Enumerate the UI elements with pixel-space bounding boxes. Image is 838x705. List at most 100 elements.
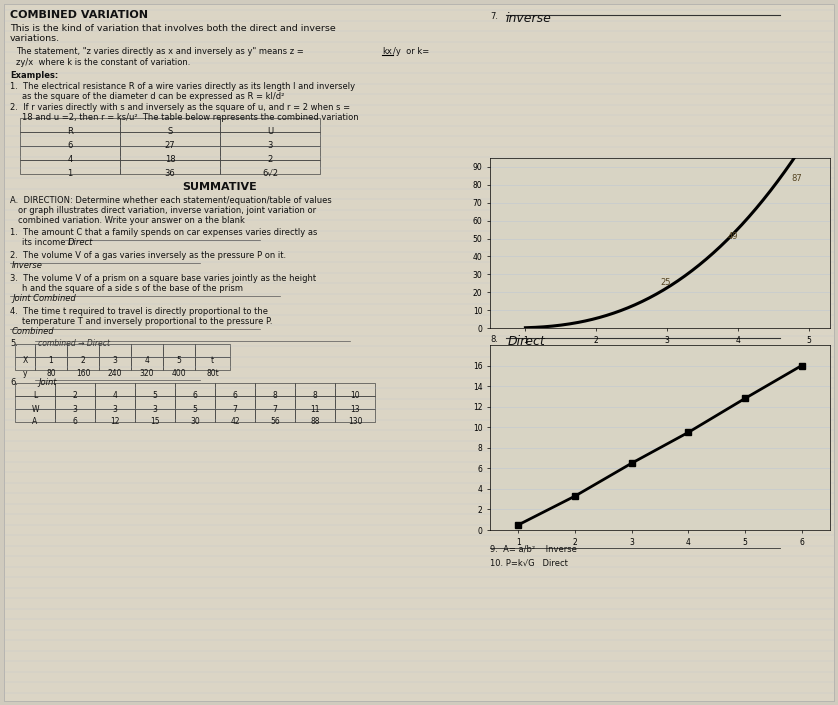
Text: variations.: variations.: [10, 34, 60, 43]
Bar: [220, 118, 320, 132]
Text: t: t: [211, 356, 214, 365]
Text: Direct: Direct: [68, 238, 93, 247]
Text: A.  DIRECTION: Determine whether each statement/equation/table of values: A. DIRECTION: Determine whether each sta…: [10, 196, 332, 205]
Bar: [255, 383, 295, 396]
Text: 5.: 5.: [10, 339, 18, 348]
Text: X: X: [23, 356, 28, 365]
Text: 4: 4: [145, 356, 149, 365]
Bar: [295, 409, 335, 422]
Text: 1.  The amount C that a family spends on car expenses varies directly as: 1. The amount C that a family spends on …: [10, 228, 318, 237]
Text: Direct: Direct: [508, 335, 546, 348]
Bar: [15, 396, 55, 409]
Text: 6: 6: [67, 141, 73, 150]
Bar: [99, 344, 131, 357]
Bar: [35, 344, 67, 357]
Text: temperature T and inversely proportional to the pressure P.: temperature T and inversely proportional…: [22, 317, 272, 326]
Text: Combined: Combined: [12, 327, 54, 336]
Bar: [135, 396, 175, 409]
Bar: [95, 396, 135, 409]
Bar: [67, 357, 99, 370]
Bar: [220, 132, 320, 146]
Text: 8: 8: [313, 391, 318, 400]
Text: S: S: [168, 127, 173, 136]
Text: 6: 6: [73, 417, 77, 427]
Bar: [255, 409, 295, 422]
Text: Joint: Joint: [38, 378, 56, 387]
Text: zy/x  where k is the constant of variation.: zy/x where k is the constant of variatio…: [16, 58, 190, 67]
Text: combined → Direct: combined → Direct: [38, 339, 110, 348]
Text: 7: 7: [272, 405, 277, 414]
Text: 5: 5: [153, 391, 158, 400]
Bar: [55, 383, 95, 396]
Bar: [120, 160, 220, 174]
Bar: [175, 409, 215, 422]
Bar: [295, 383, 335, 396]
Text: Joint Combined: Joint Combined: [12, 294, 75, 303]
Text: 36: 36: [164, 169, 175, 178]
Bar: [220, 146, 320, 160]
Text: y: y: [23, 369, 28, 378]
Text: 1: 1: [67, 169, 73, 178]
Text: 6: 6: [233, 391, 237, 400]
Text: 4.  The time t required to travel is directly proportional to the: 4. The time t required to travel is dire…: [10, 307, 268, 316]
Text: Examples:: Examples:: [10, 71, 59, 80]
Bar: [295, 396, 335, 409]
Bar: [220, 160, 320, 174]
Text: 320: 320: [140, 369, 154, 378]
Text: 400: 400: [172, 369, 186, 378]
Text: 3.  The volume V of a prism on a square base varies jointly as the height: 3. The volume V of a prism on a square b…: [10, 274, 316, 283]
Bar: [95, 383, 135, 396]
Bar: [20, 132, 120, 146]
Text: 240: 240: [108, 369, 122, 378]
Bar: [255, 396, 295, 409]
Text: 160: 160: [75, 369, 91, 378]
Text: This is the kind of variation that involves both the direct and inverse: This is the kind of variation that invol…: [10, 24, 336, 33]
Bar: [120, 132, 220, 146]
Text: /y  or k=: /y or k=: [393, 47, 429, 56]
Text: The statement, "z varies directly as x and inversely as y" means z =: The statement, "z varies directly as x a…: [16, 47, 303, 56]
Text: its income I.: its income I.: [22, 238, 73, 247]
Text: 42: 42: [230, 417, 240, 427]
Text: 80: 80: [46, 369, 56, 378]
Bar: [135, 383, 175, 396]
Text: 3: 3: [112, 405, 117, 414]
Text: Inverse: Inverse: [12, 261, 43, 270]
Bar: [55, 409, 95, 422]
Text: 88: 88: [310, 417, 320, 427]
Bar: [20, 160, 120, 174]
Text: 6.: 6.: [10, 378, 18, 387]
Bar: [20, 118, 120, 132]
Bar: [215, 396, 255, 409]
Bar: [15, 409, 55, 422]
Text: 49: 49: [727, 231, 737, 240]
Bar: [131, 357, 163, 370]
Text: or graph illustrates direct variation, inverse variation, joint variation or: or graph illustrates direct variation, i…: [18, 206, 316, 215]
Text: 3: 3: [267, 141, 272, 150]
Text: A: A: [33, 417, 38, 427]
Bar: [20, 146, 120, 160]
Bar: [335, 383, 375, 396]
Bar: [99, 357, 131, 370]
Text: 87: 87: [791, 174, 802, 183]
Bar: [120, 146, 220, 160]
Bar: [135, 409, 175, 422]
Text: 2: 2: [80, 356, 85, 365]
Text: h and the square of a side s of the base of the prism: h and the square of a side s of the base…: [22, 284, 243, 293]
Text: 6: 6: [193, 391, 198, 400]
Bar: [175, 383, 215, 396]
Bar: [95, 409, 135, 422]
Text: L: L: [33, 391, 37, 400]
Text: 12: 12: [111, 417, 120, 427]
Text: 4: 4: [67, 155, 73, 164]
Bar: [195, 357, 230, 370]
Text: 4: 4: [112, 391, 117, 400]
Text: 8: 8: [272, 391, 277, 400]
Text: 56: 56: [270, 417, 280, 427]
Text: 3: 3: [112, 356, 117, 365]
Text: 5: 5: [177, 356, 182, 365]
Text: 3: 3: [153, 405, 158, 414]
Bar: [120, 118, 220, 132]
Bar: [335, 396, 375, 409]
Bar: [15, 357, 35, 370]
Bar: [215, 383, 255, 396]
